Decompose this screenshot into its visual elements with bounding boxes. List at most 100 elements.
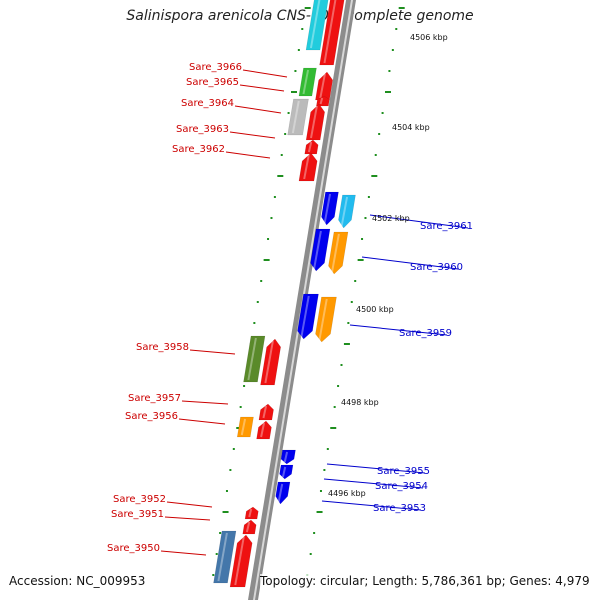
gene-label-left: Sare_3965 <box>186 77 239 88</box>
gene-block <box>287 98 309 136</box>
gene-block-sheen <box>260 422 266 438</box>
leader-line <box>321 500 422 511</box>
map-title: Salinispora arenicola CNS-205, complete … <box>126 8 474 24</box>
gene-block-sheen <box>303 154 310 180</box>
gene-block-sheen <box>217 532 228 582</box>
gene-block <box>229 534 253 588</box>
gene-block-sheen <box>264 340 274 384</box>
gene-block <box>316 95 330 107</box>
gene-block-sheen <box>283 451 289 463</box>
gene-block <box>321 191 339 226</box>
gene-label-left: Sare_3951 <box>111 509 164 520</box>
kbp-marker-label: 4500 kbp <box>356 305 394 314</box>
gene-label-right: Sare_3959 <box>399 328 452 339</box>
gene-features <box>213 0 356 588</box>
leader-line <box>361 256 459 270</box>
leader-line <box>349 324 448 336</box>
gene-label-right: Sare_3955 <box>377 466 430 477</box>
kbp-marker-label: 4504 kbp <box>392 123 430 132</box>
gene-label-left: Sare_3966 <box>189 62 242 73</box>
kbp-marker-label: 4496 kbp <box>328 489 366 498</box>
gene-block <box>305 103 325 141</box>
gene-block <box>236 416 254 438</box>
gene-label-left: Sare_3952 <box>113 494 166 505</box>
leader-line <box>166 501 213 508</box>
gene-block-sheen <box>277 483 284 503</box>
leader-line <box>239 84 285 92</box>
gene-block <box>242 519 257 535</box>
gene-block <box>256 420 272 440</box>
gene-block <box>338 194 356 229</box>
kbp-markers: 4506 kbp 4504 kbp 4502 kbp 4500 kbp 4498 kbp… <box>328 33 448 498</box>
gene-block <box>258 403 274 421</box>
gene-block <box>315 296 337 343</box>
gene-block <box>328 231 349 275</box>
leader-line <box>178 418 226 425</box>
kbp-marker-label: 4498 kbp <box>341 398 379 407</box>
label-leaders <box>160 69 469 556</box>
gene-block-sheen <box>302 69 310 95</box>
gene-block <box>310 228 331 272</box>
gene-block-sheen <box>240 418 247 436</box>
gene-block-sheen <box>247 337 257 381</box>
leader-line <box>326 463 426 474</box>
leader-line <box>323 478 424 489</box>
gene-block-sheen <box>310 105 318 139</box>
gene-block-sheen <box>319 97 324 105</box>
leader-line <box>189 349 236 355</box>
gene-label-left: Sare_3958 <box>136 342 189 353</box>
leader-line <box>229 131 276 139</box>
gene-block <box>279 464 294 480</box>
kbp-marker-label: 4506 kbp <box>410 33 448 42</box>
gene-label-right: Sare_3953 <box>373 503 426 514</box>
leader-line <box>369 214 469 229</box>
topology-text: Topology: circular; Length: 5,786,361 bp… <box>260 574 590 588</box>
gene-block-sheen <box>245 521 251 533</box>
gene-block <box>298 152 318 182</box>
gene-block <box>260 338 281 386</box>
gene-label-left: Sare_3950 <box>107 543 160 554</box>
leader-line <box>181 400 229 405</box>
gene-block-sheen <box>313 230 322 270</box>
gene-block-sheen <box>331 233 340 273</box>
gene-block-sheen <box>248 508 253 518</box>
gene-block-sheen <box>340 196 349 227</box>
gene-block-sheen <box>262 405 268 419</box>
leader-line <box>164 516 211 521</box>
gene-label-right: Sare_3960 <box>410 262 463 273</box>
leader-line <box>234 105 282 114</box>
gene-block <box>280 449 296 465</box>
gene-label-left: Sare_3963 <box>176 124 229 135</box>
gene-block <box>213 530 237 584</box>
accession-text: Accession: NC_009953 <box>9 574 146 588</box>
gene-label-left: Sare_3956 <box>125 411 178 422</box>
gene-label-left: Sare_3964 <box>181 98 234 109</box>
gene-block-sheen <box>319 73 326 99</box>
gene-block-sheen <box>318 298 328 341</box>
gene-block <box>319 0 345 66</box>
gene-block-sheen <box>307 141 313 153</box>
gene-block <box>244 506 259 520</box>
gene-block-sheen <box>281 466 287 478</box>
leader-line <box>225 151 271 159</box>
gene-block-sheen <box>291 100 300 134</box>
gene-block-sheen <box>323 0 337 64</box>
gene-block-sheen <box>300 295 310 338</box>
gene-label-right: Sare_3954 <box>375 481 428 492</box>
gene-block <box>305 0 329 51</box>
gene-block <box>298 67 317 97</box>
leader-line <box>242 69 288 78</box>
gene-label-right: Sare_3961 <box>420 221 473 232</box>
gene-block <box>243 335 266 383</box>
gene-block-sheen <box>234 536 245 586</box>
gene-block <box>275 481 291 505</box>
gene-label-left: Sare_3957 <box>128 393 181 404</box>
gene-block <box>297 293 319 340</box>
gene-block-sheen <box>323 193 332 224</box>
gene-labels: Sare_3966 Sare_3965 Sare_3964 Sare_3963 Sare… <box>107 62 473 554</box>
leader-line <box>160 550 207 556</box>
gene-block-sheen <box>309 0 321 49</box>
kbp-marker-label: 4502 kbp <box>372 214 410 223</box>
gene-label-left: Sare_3962 <box>172 144 225 155</box>
